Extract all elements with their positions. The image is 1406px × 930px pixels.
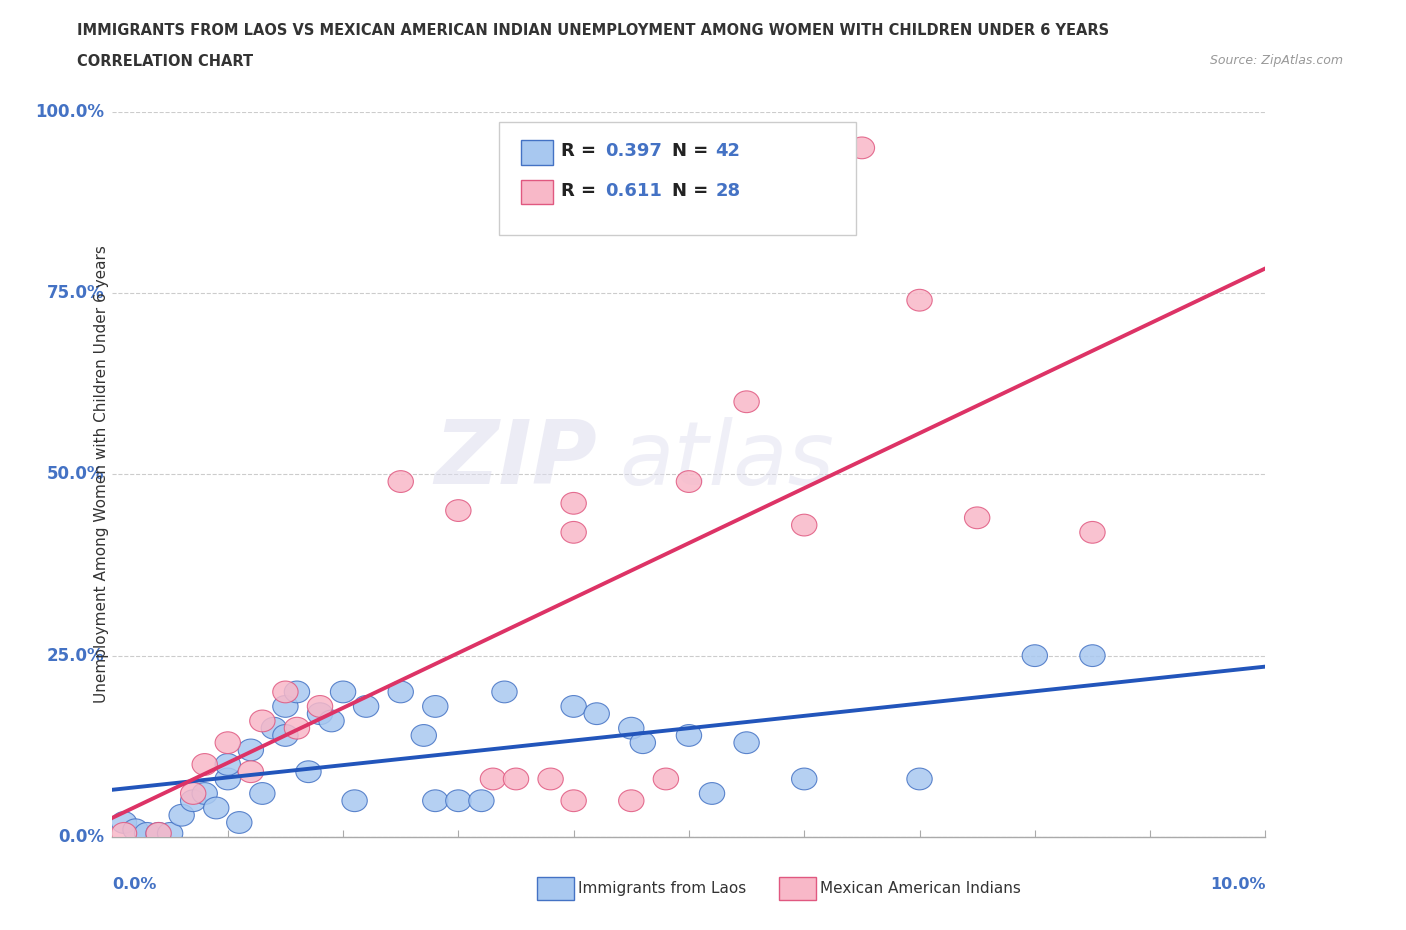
Ellipse shape bbox=[122, 819, 148, 841]
Ellipse shape bbox=[111, 812, 136, 833]
Ellipse shape bbox=[583, 703, 609, 724]
Ellipse shape bbox=[111, 822, 136, 844]
Ellipse shape bbox=[492, 681, 517, 703]
FancyBboxPatch shape bbox=[520, 179, 553, 205]
FancyBboxPatch shape bbox=[520, 140, 553, 165]
Ellipse shape bbox=[308, 703, 333, 724]
Ellipse shape bbox=[250, 711, 276, 732]
Ellipse shape bbox=[423, 696, 449, 717]
Text: N =: N = bbox=[672, 142, 714, 161]
Ellipse shape bbox=[561, 696, 586, 717]
Ellipse shape bbox=[1080, 644, 1105, 667]
Text: 42: 42 bbox=[716, 142, 741, 161]
Ellipse shape bbox=[468, 790, 494, 812]
Ellipse shape bbox=[561, 790, 586, 812]
Ellipse shape bbox=[180, 783, 205, 804]
Text: 28: 28 bbox=[716, 182, 741, 200]
Ellipse shape bbox=[169, 804, 194, 826]
Ellipse shape bbox=[273, 724, 298, 746]
Text: Mexican American Indians: Mexican American Indians bbox=[820, 881, 1021, 896]
Ellipse shape bbox=[388, 471, 413, 493]
Ellipse shape bbox=[849, 137, 875, 159]
Ellipse shape bbox=[238, 761, 263, 783]
Ellipse shape bbox=[180, 790, 205, 812]
Ellipse shape bbox=[157, 822, 183, 844]
Ellipse shape bbox=[250, 783, 276, 804]
Ellipse shape bbox=[215, 753, 240, 776]
Text: R =: R = bbox=[561, 142, 602, 161]
FancyBboxPatch shape bbox=[499, 123, 856, 235]
Ellipse shape bbox=[630, 732, 655, 753]
Text: atlas: atlas bbox=[620, 417, 835, 503]
Ellipse shape bbox=[561, 493, 586, 514]
Text: ZIP: ZIP bbox=[434, 417, 596, 503]
Ellipse shape bbox=[446, 790, 471, 812]
Ellipse shape bbox=[654, 768, 679, 790]
Text: N =: N = bbox=[672, 182, 714, 200]
Ellipse shape bbox=[342, 790, 367, 812]
Ellipse shape bbox=[411, 724, 436, 746]
Ellipse shape bbox=[561, 522, 586, 543]
Text: Source: ZipAtlas.com: Source: ZipAtlas.com bbox=[1209, 54, 1343, 67]
Ellipse shape bbox=[330, 681, 356, 703]
Ellipse shape bbox=[135, 822, 160, 844]
Text: CORRELATION CHART: CORRELATION CHART bbox=[77, 54, 253, 69]
Ellipse shape bbox=[295, 761, 321, 783]
Ellipse shape bbox=[907, 768, 932, 790]
Ellipse shape bbox=[965, 507, 990, 528]
Ellipse shape bbox=[423, 790, 449, 812]
Text: IMMIGRANTS FROM LAOS VS MEXICAN AMERICAN INDIAN UNEMPLOYMENT AMONG WOMEN WITH CH: IMMIGRANTS FROM LAOS VS MEXICAN AMERICAN… bbox=[77, 23, 1109, 38]
Ellipse shape bbox=[273, 696, 298, 717]
Ellipse shape bbox=[1080, 522, 1105, 543]
Ellipse shape bbox=[353, 696, 378, 717]
Ellipse shape bbox=[193, 783, 218, 804]
Ellipse shape bbox=[481, 768, 506, 790]
Ellipse shape bbox=[238, 739, 263, 761]
Ellipse shape bbox=[193, 753, 218, 776]
Ellipse shape bbox=[699, 783, 724, 804]
Ellipse shape bbox=[619, 717, 644, 739]
Ellipse shape bbox=[1022, 644, 1047, 667]
Ellipse shape bbox=[734, 391, 759, 413]
Ellipse shape bbox=[907, 289, 932, 311]
Ellipse shape bbox=[734, 732, 759, 753]
Text: 10.0%: 10.0% bbox=[1211, 877, 1265, 892]
Ellipse shape bbox=[146, 822, 172, 844]
Ellipse shape bbox=[284, 717, 309, 739]
Text: 0.0%: 0.0% bbox=[112, 877, 157, 892]
Ellipse shape bbox=[284, 681, 309, 703]
Ellipse shape bbox=[619, 790, 644, 812]
Ellipse shape bbox=[503, 768, 529, 790]
Ellipse shape bbox=[226, 812, 252, 833]
Ellipse shape bbox=[146, 822, 172, 844]
Ellipse shape bbox=[792, 768, 817, 790]
Ellipse shape bbox=[319, 711, 344, 732]
Ellipse shape bbox=[273, 681, 298, 703]
Ellipse shape bbox=[204, 797, 229, 819]
Ellipse shape bbox=[215, 768, 240, 790]
Text: 0.397: 0.397 bbox=[605, 142, 662, 161]
Ellipse shape bbox=[446, 499, 471, 522]
Ellipse shape bbox=[792, 514, 817, 536]
Text: R =: R = bbox=[561, 182, 609, 200]
FancyBboxPatch shape bbox=[537, 877, 574, 900]
Ellipse shape bbox=[699, 209, 724, 232]
Text: 0.611: 0.611 bbox=[605, 182, 662, 200]
Ellipse shape bbox=[388, 681, 413, 703]
Ellipse shape bbox=[262, 717, 287, 739]
Y-axis label: Unemployment Among Women with Children Under 6 years: Unemployment Among Women with Children U… bbox=[94, 246, 108, 703]
Ellipse shape bbox=[215, 732, 240, 753]
Ellipse shape bbox=[308, 696, 333, 717]
Text: Immigrants from Laos: Immigrants from Laos bbox=[578, 881, 747, 896]
FancyBboxPatch shape bbox=[779, 877, 815, 900]
Ellipse shape bbox=[676, 471, 702, 493]
Ellipse shape bbox=[538, 768, 564, 790]
Ellipse shape bbox=[676, 724, 702, 746]
